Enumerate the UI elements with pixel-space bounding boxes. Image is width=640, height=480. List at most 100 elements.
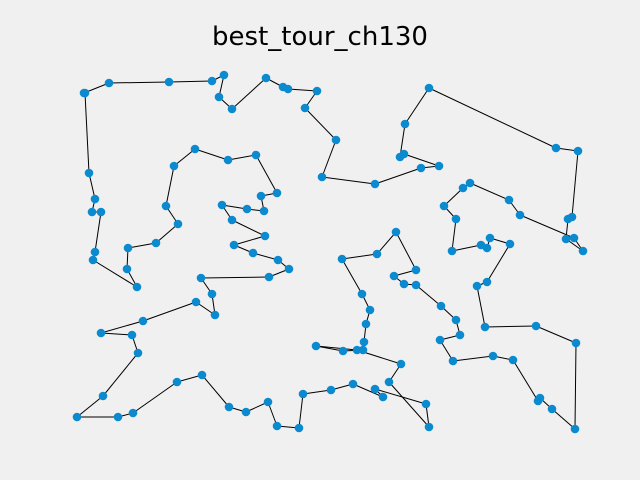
tour-edge — [388, 381, 430, 428]
city-node — [399, 279, 409, 289]
tour-edge — [415, 284, 442, 307]
city-node — [256, 191, 266, 201]
city-node — [472, 281, 482, 291]
city-node — [551, 143, 561, 153]
tour-edge — [321, 176, 376, 185]
tour-edge — [298, 393, 304, 429]
tour-edge — [76, 395, 104, 418]
city-node — [229, 240, 239, 250]
city-node — [317, 172, 327, 182]
city-node — [448, 356, 458, 366]
tour-edge — [304, 107, 337, 141]
tour-edge — [231, 219, 266, 237]
tour-edge — [84, 92, 90, 174]
city-node — [482, 243, 492, 253]
tour-edge — [443, 187, 464, 207]
tour-edge — [127, 242, 157, 249]
city-node — [533, 396, 543, 406]
city-node — [378, 392, 388, 402]
city-node — [263, 397, 273, 407]
city-node — [169, 161, 179, 171]
tour-edge — [231, 77, 267, 110]
city-node — [416, 163, 426, 173]
city-node — [72, 412, 82, 422]
tour-edge — [341, 253, 378, 260]
city-node — [90, 247, 100, 257]
city-node — [217, 200, 227, 210]
chart-title: best_tour_ch130 — [212, 22, 428, 52]
city-node — [455, 330, 465, 340]
tour-edge — [484, 325, 537, 328]
city-node — [104, 78, 114, 88]
tour-edge — [571, 150, 579, 218]
city-node — [326, 385, 336, 395]
city-node — [123, 243, 133, 253]
tour-edge — [452, 355, 494, 362]
tour-edge — [233, 235, 266, 246]
tour-edge — [165, 165, 175, 207]
city-node — [196, 273, 206, 283]
city-node — [122, 264, 132, 274]
city-node — [300, 103, 310, 113]
city-node — [251, 150, 261, 160]
city-node — [384, 377, 394, 387]
city-node — [242, 204, 252, 214]
tour-edge — [142, 301, 197, 322]
city-node — [88, 255, 98, 265]
tour-edge — [94, 211, 102, 253]
city-node — [172, 377, 182, 387]
city-node — [272, 421, 282, 431]
city-node — [447, 246, 457, 256]
tour-edge — [404, 87, 430, 125]
city-node — [434, 161, 444, 171]
city-node — [214, 92, 224, 102]
city-node — [505, 239, 515, 249]
tour-edge — [374, 167, 422, 185]
city-node — [128, 408, 138, 418]
city-node — [223, 155, 233, 165]
city-node — [164, 77, 174, 87]
city-node — [391, 227, 401, 237]
city-node — [465, 178, 475, 188]
city-node — [224, 402, 234, 412]
tour-edge — [200, 276, 270, 279]
tour-edge — [551, 408, 576, 430]
city-node — [561, 234, 571, 244]
tour-edge — [287, 88, 318, 92]
city-node — [338, 346, 348, 356]
city-node — [312, 86, 322, 96]
city-node — [132, 282, 142, 292]
city-node — [273, 255, 283, 265]
city-node — [227, 215, 237, 225]
city-node — [482, 277, 492, 287]
tour-edge — [194, 148, 229, 161]
city-node — [365, 305, 375, 315]
city-node — [210, 310, 220, 320]
city-node — [207, 76, 217, 86]
city-node — [370, 179, 380, 189]
tour-edge — [469, 182, 510, 201]
tour-edge — [108, 81, 170, 84]
tour-edge — [227, 154, 257, 161]
city-node — [207, 289, 217, 299]
city-node — [547, 404, 557, 414]
city-node — [424, 83, 434, 93]
city-node — [439, 201, 449, 211]
tour-edge — [176, 374, 203, 383]
city-node — [151, 238, 161, 248]
tour-edge — [374, 388, 427, 405]
city-node — [261, 73, 271, 83]
city-node — [133, 348, 143, 358]
tour-edge — [168, 80, 213, 83]
city-node — [488, 351, 498, 361]
city-node — [191, 297, 201, 307]
city-node — [411, 280, 421, 290]
tour-edge — [428, 87, 557, 149]
tour-edge — [302, 389, 332, 395]
city-node — [348, 379, 358, 389]
city-node — [311, 341, 321, 351]
city-node — [563, 214, 573, 224]
city-node — [531, 321, 541, 331]
city-node — [98, 391, 108, 401]
